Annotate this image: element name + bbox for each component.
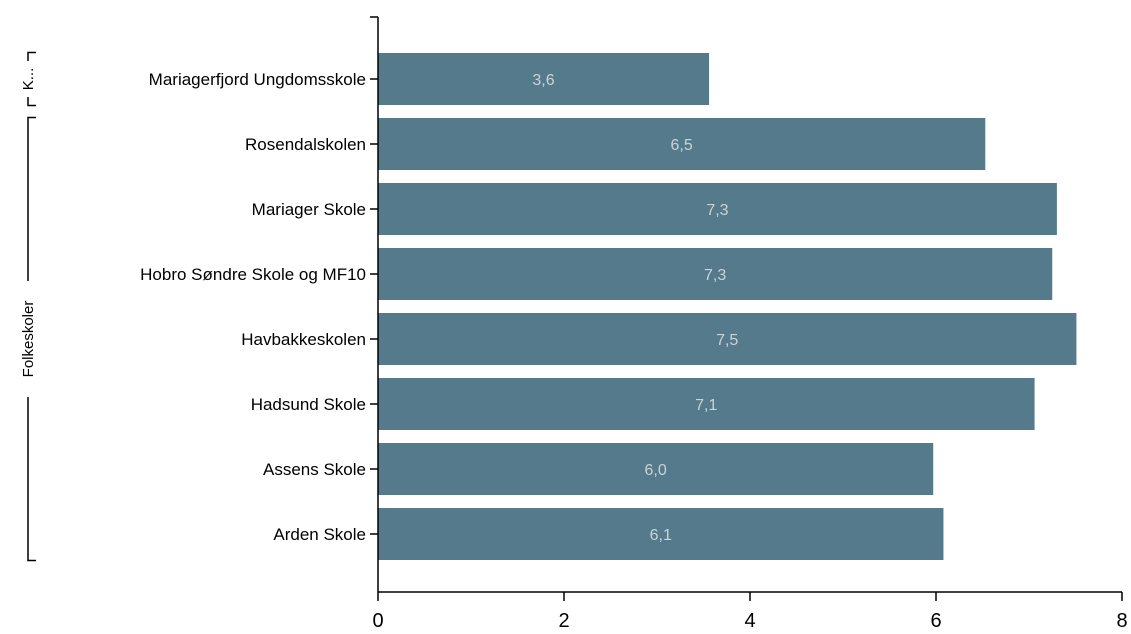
bracket-line-bottom — [27, 397, 36, 562]
value-tick-label: 2 — [558, 610, 569, 632]
bracket-line-bottom — [27, 97, 36, 107]
category-label: Hadsund Skole — [251, 395, 366, 414]
group-label: Folkeskoler — [20, 301, 37, 378]
data-label: 6,1 — [650, 527, 672, 544]
data-label: 6,0 — [644, 462, 666, 479]
group-bracket: K... — [20, 51, 37, 107]
category-label: Hobro Søndre Skole og MF10 — [140, 265, 366, 284]
group-bracket: Folkeskoler — [20, 116, 37, 562]
group-label: K... — [20, 68, 37, 91]
category-label: Rosendalskolen — [245, 135, 366, 154]
group-brackets: K... Folkeskoler — [20, 51, 37, 562]
bar — [378, 248, 1053, 300]
data-label: 7,3 — [704, 267, 726, 284]
value-tick-label: 8 — [1116, 610, 1127, 632]
data-label: 7,1 — [695, 397, 717, 414]
data-label: 7,5 — [716, 332, 738, 349]
category-label: Mariagerfjord Ungdomsskole — [149, 70, 366, 89]
bar — [378, 443, 934, 495]
value-tick-label: 0 — [372, 610, 383, 632]
category-label: Havbakkeskolen — [241, 330, 366, 349]
category-label: Arden Skole — [273, 525, 366, 544]
data-label: 3,6 — [532, 72, 554, 89]
bar — [378, 183, 1057, 235]
bar — [378, 53, 710, 105]
bar — [378, 378, 1035, 430]
category-axis: Mariagerfjord Ungdomsskole Rosendalskolen… — [140, 16, 379, 592]
bar — [378, 118, 986, 170]
value-axis: 0 2 4 6 8 — [372, 591, 1128, 632]
data-label: 7,3 — [706, 202, 728, 219]
bars-layer: 3,6 6,5 7,3 7,3 7,5 7,1 6,0 6,1 — [378, 53, 1077, 560]
data-label: 6,5 — [671, 137, 693, 154]
bar — [378, 508, 944, 560]
category-label: Mariager Skole — [252, 200, 366, 219]
bracket-line-top — [27, 116, 36, 281]
value-tick-label: 4 — [744, 610, 755, 632]
category-label: Assens Skole — [263, 460, 366, 479]
bracket-line-top — [27, 51, 36, 61]
value-tick-label: 6 — [930, 610, 941, 632]
bar — [378, 313, 1077, 365]
